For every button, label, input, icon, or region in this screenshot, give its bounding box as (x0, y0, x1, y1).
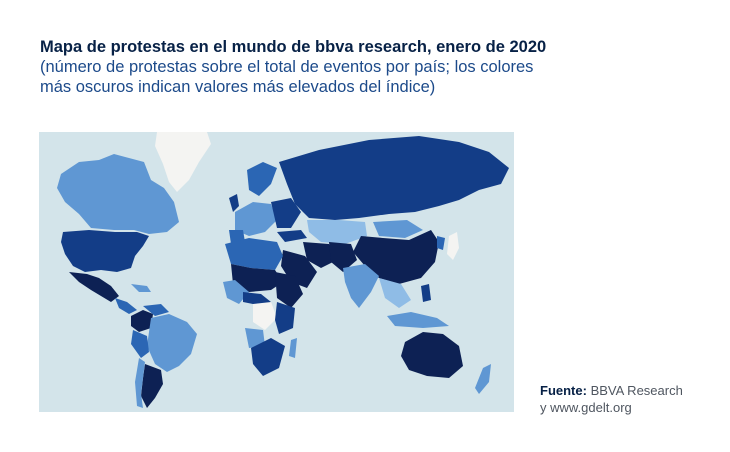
country-india (343, 264, 379, 308)
country-canada (57, 154, 179, 234)
country-mongolia (373, 220, 423, 238)
country-korea (437, 236, 445, 250)
map-title-block: Mapa de protestas en el mundo de bbva re… (40, 37, 680, 97)
country-sudan-ethiopia (275, 272, 303, 308)
country-philippines (421, 284, 431, 302)
source-note: Fuente: BBVA Research y www.gdelt.org (540, 382, 720, 416)
country-scandinavia (247, 162, 277, 196)
country-caribbean (131, 284, 151, 292)
country-china (353, 230, 439, 284)
country-usa (61, 230, 149, 272)
country-sahel (231, 264, 283, 292)
country-greenland (155, 132, 211, 192)
country-madagascar (289, 338, 297, 358)
country-europe-west (235, 202, 277, 236)
country-chile (135, 358, 145, 408)
country-russia (279, 136, 509, 220)
country-eastern-europe (271, 198, 301, 228)
country-angola (245, 328, 265, 348)
country-uk (229, 194, 239, 212)
country-iran (303, 242, 337, 268)
country-afghanistan-pakistan (329, 242, 357, 272)
source-label: Fuente: (540, 383, 587, 398)
subtitle-line-2: más oscuros indican valores más elevados… (40, 78, 436, 96)
country-new-zealand (475, 364, 491, 394)
subtitle-line-1: (número de protestas sobre el total de e… (40, 58, 534, 76)
country-venezuela (143, 304, 169, 316)
country-colombia (131, 310, 153, 332)
country-mexico (69, 272, 119, 302)
source-line-2: y www.gdelt.org (540, 400, 632, 415)
country-east-africa (275, 302, 295, 334)
country-southeast-asia (379, 278, 411, 308)
country-argentina (141, 364, 163, 408)
country-brazil (147, 314, 197, 372)
country-peru (131, 330, 149, 358)
country-turkey (277, 230, 307, 242)
country-japan (447, 232, 459, 260)
country-kazakhstan (307, 220, 367, 244)
map-svg (57, 132, 509, 408)
country-central-africa (243, 292, 271, 304)
world-choropleth-map (39, 132, 514, 412)
country-southern-africa (251, 338, 285, 376)
source-line-1: BBVA Research (586, 383, 683, 398)
page-title: Mapa de protestas en el mundo de bbva re… (40, 38, 547, 56)
country-central-america (115, 298, 137, 314)
country-indonesia (387, 312, 449, 328)
country-north-africa (225, 238, 283, 270)
country-west-africa (223, 280, 249, 304)
country-drc (253, 302, 277, 330)
country-australia (401, 332, 463, 378)
